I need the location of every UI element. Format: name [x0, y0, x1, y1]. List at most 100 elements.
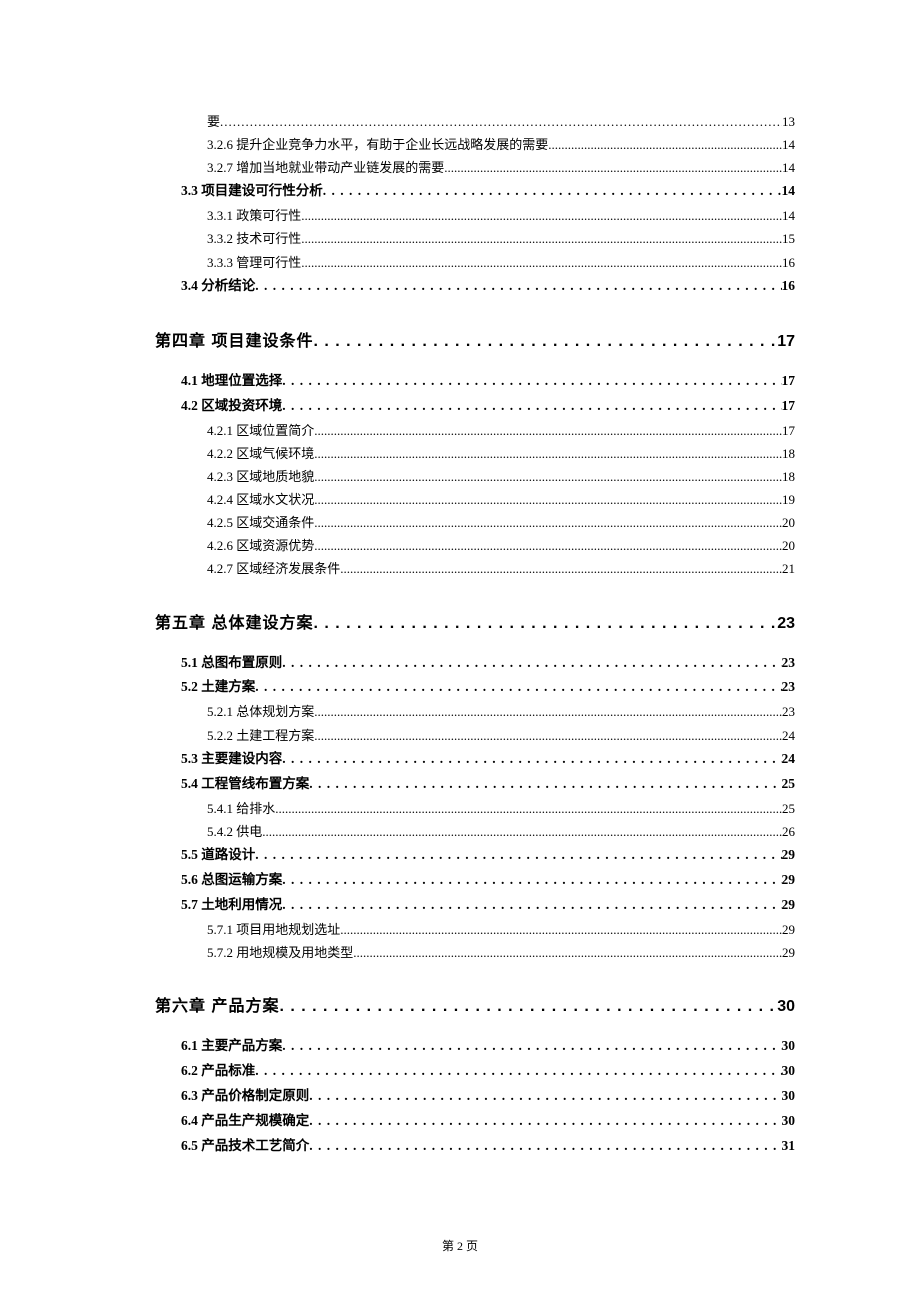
toc-leader-dots: . . . . . . . . . . . . . . . . . . . . … — [282, 369, 781, 394]
toc-entry-page: 13 — [782, 110, 795, 133]
toc-entry-page: 31 — [782, 1134, 796, 1159]
toc-entry-page: 17 — [782, 369, 796, 394]
toc-entry-page: 18 — [782, 442, 795, 465]
toc-leader-dots: . . . . . . . . . . . . . . . . . . . . … — [313, 615, 777, 633]
toc-entry-page: 30 — [782, 1034, 796, 1059]
toc-entry-title: 5.3 主要建设内容 — [181, 747, 282, 772]
toc-entry: 5.3 主要建设内容 . . . . . . . . . . . . . . .… — [155, 747, 795, 772]
toc-leader-dots: ........................................… — [444, 156, 782, 179]
toc-entry-title: 6.3 产品价格制定原则 — [181, 1084, 309, 1109]
toc-entry-page: 14 — [782, 133, 795, 156]
toc-leader-dots: . . . . . . . . . . . . . . . . . . . . … — [255, 843, 781, 868]
toc-leader-dots: ........................................… — [340, 918, 782, 941]
toc-entry: 3.4 分析结论 . . . . . . . . . . . . . . . .… — [155, 274, 795, 299]
toc-entry-title: 6.5 产品技术工艺简介 — [181, 1134, 309, 1159]
toc-entry: 4.1 地理位置选择 . . . . . . . . . . . . . . .… — [155, 369, 795, 394]
toc-entry: 3.2.7 增加当地就业带动产业链发展的需要..................… — [155, 156, 795, 179]
toc-entry-title: 4.1 地理位置选择 — [181, 369, 282, 394]
toc-entry-page: 30 — [782, 1084, 796, 1109]
toc-leader-dots: ........................................… — [301, 251, 782, 274]
page-footer: 第 2 页 — [0, 1237, 920, 1254]
toc-entry-page: 29 — [782, 941, 795, 964]
toc-entry: 5.4.2 供电................................… — [155, 820, 795, 843]
toc-entry: 6.2 产品标准 . . . . . . . . . . . . . . . .… — [155, 1059, 795, 1084]
toc-entry-title: 3.2.6 提升企业竞争力水平，有助于企业长远战略发展的需要 — [207, 133, 548, 156]
toc-entry: 5.5 道路设计 . . . . . . . . . . . . . . . .… — [155, 843, 795, 868]
toc-leader-dots: ........................................… — [353, 941, 782, 964]
toc-entry: 5.7 土地利用情况 . . . . . . . . . . . . . . .… — [155, 893, 795, 918]
toc-leader-dots: . . . . . . . . . . . . . . . . . . . . … — [323, 179, 782, 204]
toc-entry: 4.2.3 区域地质地貌............................… — [155, 465, 795, 488]
toc-entry: 5.4 工程管线布置方案 . . . . . . . . . . . . . .… — [155, 772, 795, 797]
toc-entry-page: 24 — [782, 724, 795, 747]
toc-leader-dots: ........................................… — [314, 442, 782, 465]
toc-entry-title: 3.3 项目建设可行性分析 — [181, 179, 323, 204]
toc-entry-title: 5.7 土地利用情况 — [181, 893, 282, 918]
toc-leader-dots: . . . . . . . . . . . . . . . . . . . . … — [309, 1109, 781, 1134]
toc-leader-dots: . . . . . . . . . . . . . . . . . . . . … — [282, 394, 781, 419]
toc-entry-page: 17 — [782, 394, 796, 419]
toc-entry-title: 6.1 主要产品方案 — [181, 1034, 282, 1059]
table-of-contents: 要.......................................… — [155, 110, 795, 1159]
toc-leader-dots: . . . . . . . . . . . . . . . . . . . . … — [282, 747, 781, 772]
toc-entry: 3.3 项目建设可行性分析 . . . . . . . . . . . . . … — [155, 179, 795, 204]
toc-entry-title: 6.2 产品标准 — [181, 1059, 255, 1084]
toc-entry: 4.2.4 区域水文状况............................… — [155, 488, 795, 511]
page-number: 第 2 页 — [442, 1239, 478, 1253]
toc-entry: 4.2.2 区域气候环境............................… — [155, 442, 795, 465]
toc-entry-title: 第六章 产品方案 — [155, 992, 279, 1016]
toc-entry-page: 25 — [782, 797, 795, 820]
toc-leader-dots: ........................................… — [262, 820, 782, 843]
toc-entry: 5.2.2 土建工程方案............................… — [155, 724, 795, 747]
toc-entry-page: 14 — [782, 204, 795, 227]
toc-entry-title: 4.2.7 区域经济发展条件 — [207, 557, 340, 580]
toc-entry-page: 30 — [782, 1109, 796, 1134]
toc-entry-title: 3.3.2 技术可行性 — [207, 227, 301, 250]
toc-leader-dots: . . . . . . . . . . . . . . . . . . . . … — [282, 868, 781, 893]
toc-leader-dots: . . . . . . . . . . . . . . . . . . . . … — [309, 772, 781, 797]
toc-entry-page: 24 — [782, 747, 796, 772]
toc-entry-title: 5.1 总图布置原则 — [181, 651, 282, 676]
toc-entry: 4.2.6 区域资源优势............................… — [155, 534, 795, 557]
toc-entry-title: 5.2.2 土建工程方案 — [207, 724, 314, 747]
toc-entry-page: 16 — [782, 251, 795, 274]
toc-entry-title: 4.2 区域投资环境 — [181, 394, 282, 419]
toc-leader-dots: . . . . . . . . . . . . . . . . . . . . … — [313, 333, 777, 351]
toc-entry-title: 5.5 道路设计 — [181, 843, 255, 868]
toc-entry-page: 29 — [782, 843, 796, 868]
toc-entry-title: 5.4.1 给排水 — [207, 797, 275, 820]
toc-entry: 6.1 主要产品方案 . . . . . . . . . . . . . . .… — [155, 1034, 795, 1059]
toc-entry-page: 25 — [782, 772, 796, 797]
toc-leader-dots: . . . . . . . . . . . . . . . . . . . . … — [282, 893, 781, 918]
toc-entry-page: 30 — [782, 1059, 796, 1084]
toc-entry-page: 23 — [782, 700, 795, 723]
toc-leader-dots: ........................................… — [314, 465, 782, 488]
toc-entry-page: 23 — [782, 675, 796, 700]
toc-entry: 6.3 产品价格制定原则 . . . . . . . . . . . . . .… — [155, 1084, 795, 1109]
toc-entry-title: 4.2.2 区域气候环境 — [207, 442, 314, 465]
toc-leader-dots: . . . . . . . . . . . . . . . . . . . . … — [282, 1034, 781, 1059]
toc-entry: 6.5 产品技术工艺简介 . . . . . . . . . . . . . .… — [155, 1134, 795, 1159]
toc-entry-page: 23 — [777, 615, 795, 633]
toc-entry-page: 15 — [782, 227, 795, 250]
toc-entry: 要.......................................… — [155, 110, 795, 133]
toc-entry-page: 19 — [782, 488, 795, 511]
toc-leader-dots: ........................................… — [301, 204, 782, 227]
toc-entry: 5.6 总图运输方案 . . . . . . . . . . . . . . .… — [155, 868, 795, 893]
toc-leader-dots: . . . . . . . . . . . . . . . . . . . . … — [255, 1059, 781, 1084]
toc-entry: 4.2.1 区域位置简介............................… — [155, 419, 795, 442]
toc-entry-title: 5.4 工程管线布置方案 — [181, 772, 309, 797]
toc-leader-dots: . . . . . . . . . . . . . . . . . . . . … — [282, 651, 781, 676]
toc-leader-dots: ........................................… — [301, 227, 782, 250]
toc-entry: 6.4 产品生产规模确定 . . . . . . . . . . . . . .… — [155, 1109, 795, 1134]
toc-entry: 5.2.1 总体规划方案............................… — [155, 700, 795, 723]
toc-entry-page: 29 — [782, 868, 796, 893]
toc-entry: 第六章 产品方案 . . . . . . . . . . . . . . . .… — [155, 992, 795, 1016]
toc-entry-title: 5.2 土建方案 — [181, 675, 255, 700]
toc-entry-title: 4.2.6 区域资源优势 — [207, 534, 314, 557]
toc-leader-dots: ........................................… — [548, 133, 782, 156]
toc-leader-dots: ........................................… — [314, 534, 782, 557]
toc-entry: 3.3.2 技术可行性.............................… — [155, 227, 795, 250]
toc-leader-dots: . . . . . . . . . . . . . . . . . . . . … — [309, 1084, 781, 1109]
toc-leader-dots: . . . . . . . . . . . . . . . . . . . . … — [255, 274, 781, 299]
